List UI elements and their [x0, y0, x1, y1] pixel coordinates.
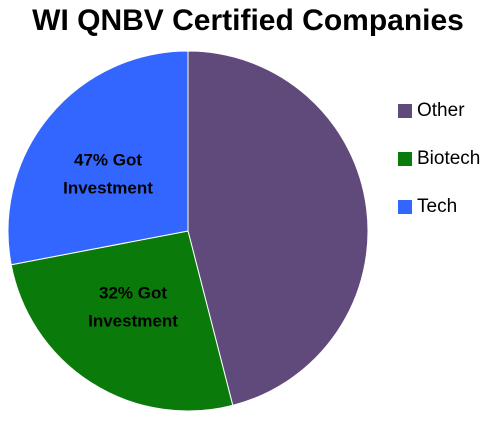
legend-swatch: [398, 152, 412, 166]
annotation: 47% Got: [74, 150, 142, 169]
chart-title: WI QNBV Certified Companies: [32, 4, 464, 37]
legend-swatch: [398, 200, 412, 214]
pie-slice: [10, 230, 234, 412]
legend-label: Biotech: [417, 148, 480, 169]
legend-label: Tech: [417, 196, 457, 217]
pie-slice: [7, 50, 189, 266]
legend-label: Other: [417, 100, 465, 121]
annotation: Investment: [88, 311, 178, 330]
annotation: Investment: [63, 178, 153, 197]
annotation: 32% Got: [99, 283, 167, 302]
pie-slice: [187, 50, 369, 406]
legend-swatch: [398, 104, 412, 118]
